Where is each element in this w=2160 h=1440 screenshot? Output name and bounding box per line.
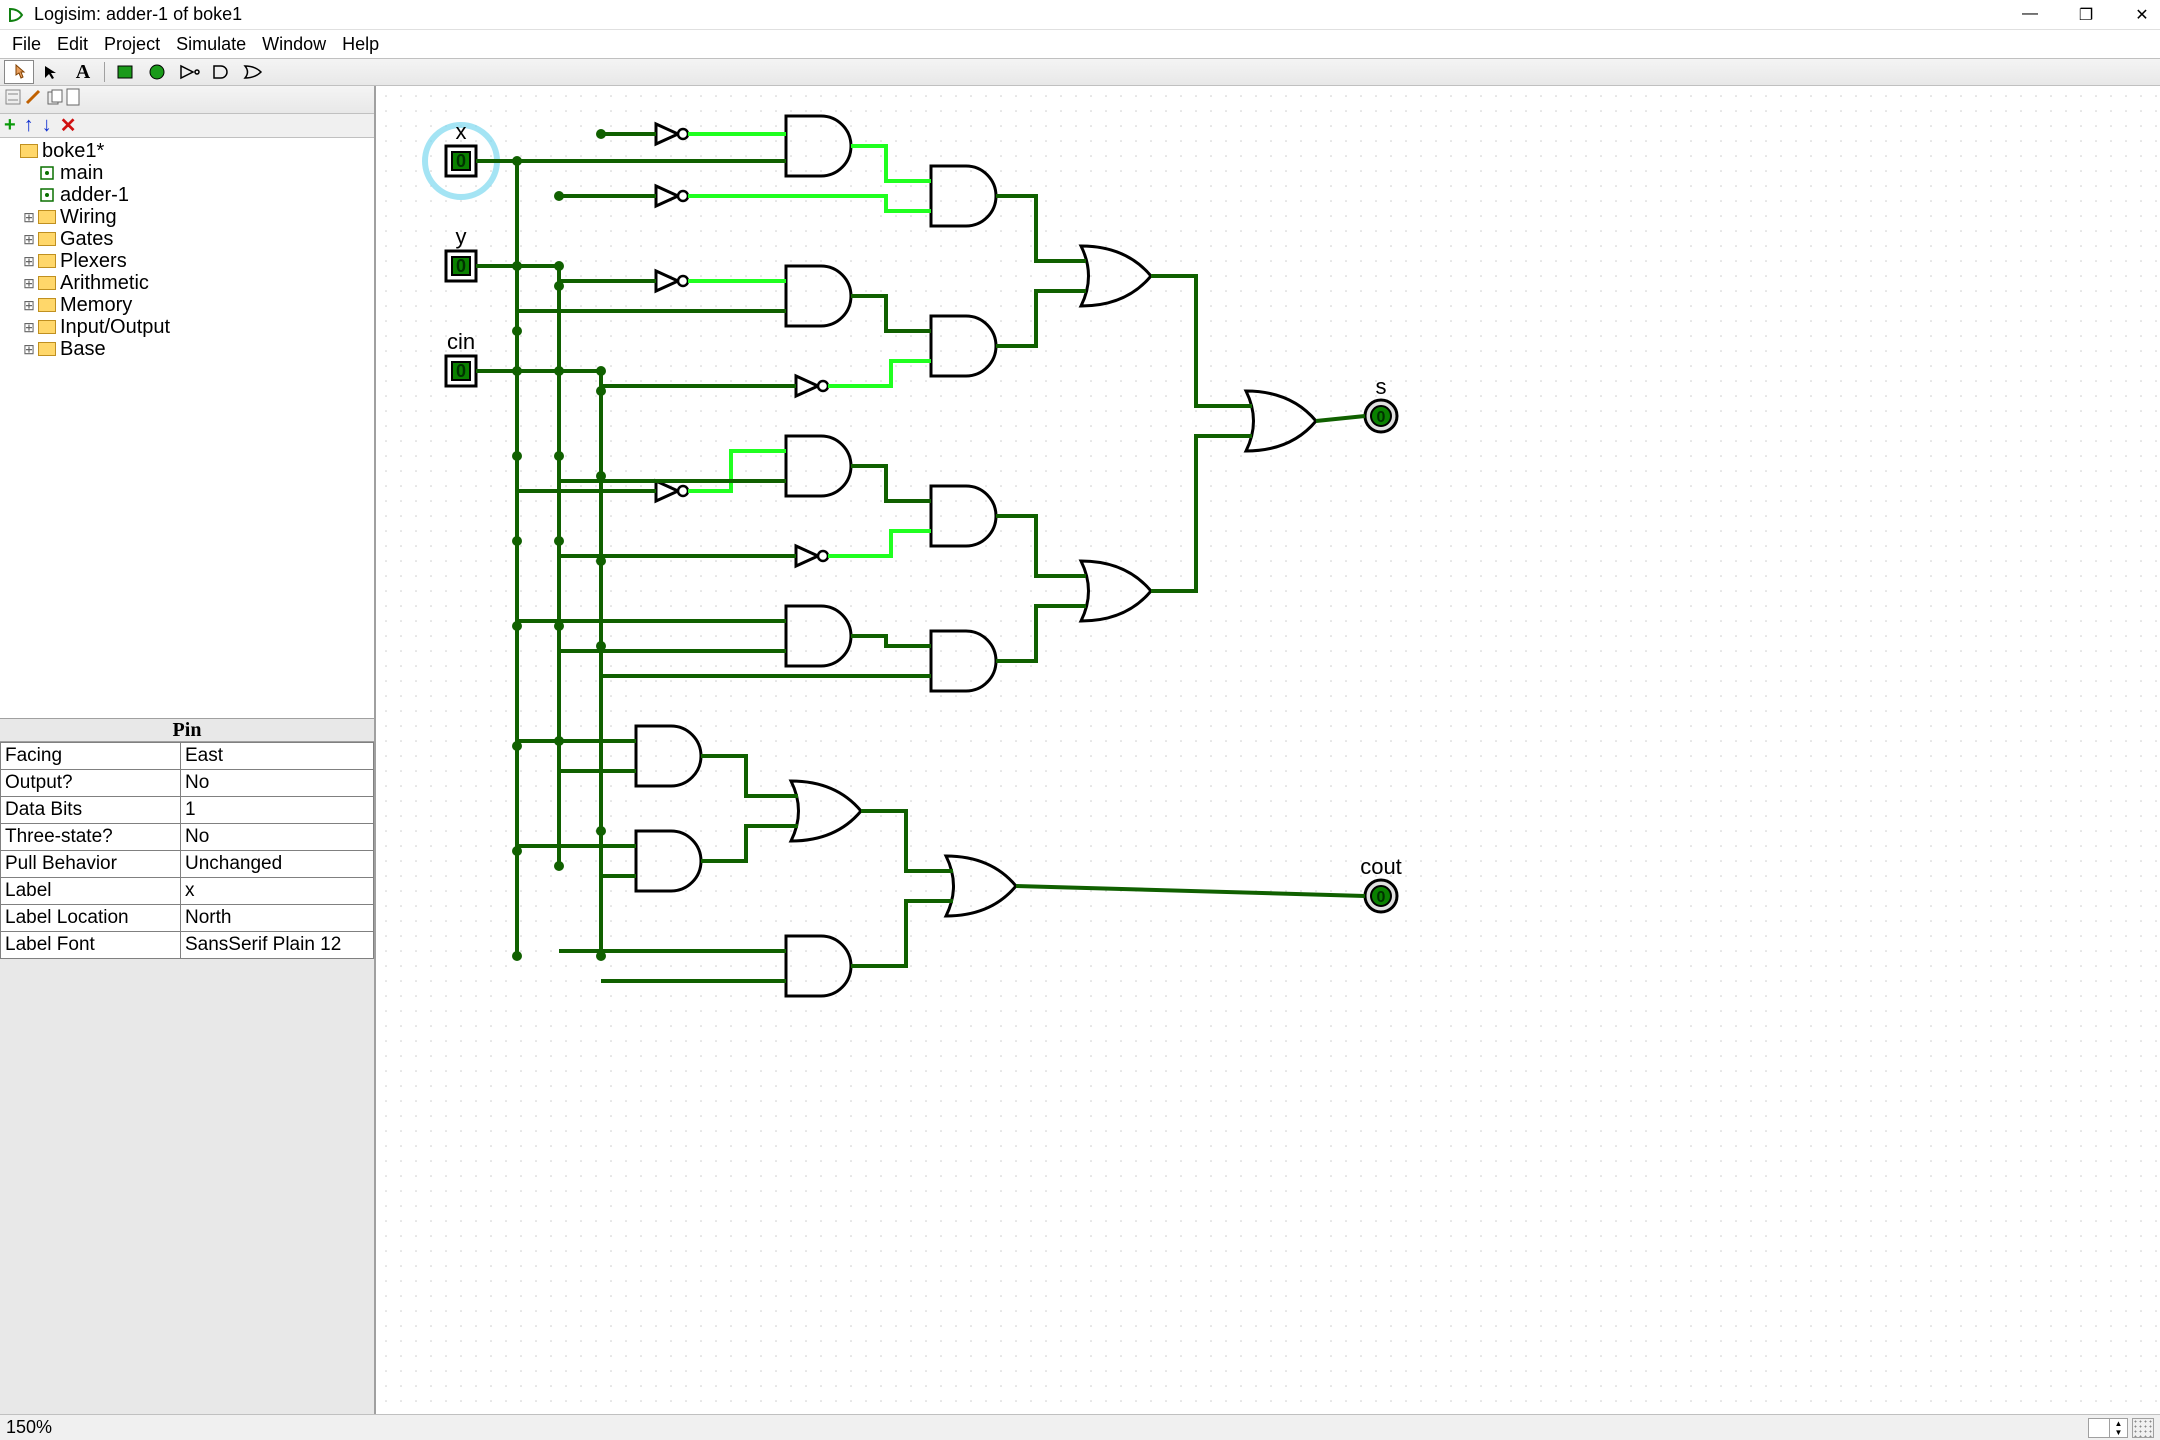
poke-tool-icon[interactable] — [4, 60, 34, 84]
property-row[interactable]: Output?No — [1, 770, 374, 797]
window-controls: — ❐ ✕ — [2020, 5, 2152, 25]
svg-text:0: 0 — [456, 256, 466, 276]
minimize-button[interactable]: — — [2020, 5, 2040, 25]
and-gate-icon[interactable] — [207, 60, 237, 84]
tree-item[interactable]: ⊞Wiring — [0, 206, 374, 228]
close-button[interactable]: ✕ — [2132, 5, 2152, 25]
zoom-spinner[interactable]: ▲▼ — [2088, 1418, 2128, 1438]
tree-item[interactable]: adder-1 — [0, 184, 374, 206]
svg-text:cout: cout — [1360, 854, 1402, 879]
svg-text:0: 0 — [1377, 889, 1386, 906]
or-gate-icon[interactable] — [239, 60, 269, 84]
svg-text:0: 0 — [1377, 409, 1386, 426]
property-row[interactable]: Data Bits1 — [1, 797, 374, 824]
property-row[interactable]: Three-state?No — [1, 824, 374, 851]
tree-root-label: boke1* — [42, 140, 104, 163]
tree-item[interactable]: main — [0, 162, 374, 184]
tree-item[interactable]: ⊞Base — [0, 338, 374, 360]
app-logo-icon — [8, 5, 28, 25]
tree-toolbar: + ↑ ↓ ✕ — [0, 114, 374, 138]
select-tool-icon[interactable] — [36, 60, 66, 84]
statusbar: 150% ▲▼ — [0, 1414, 2160, 1440]
output-pin-icon[interactable] — [143, 60, 173, 84]
menu-edit[interactable]: Edit — [51, 32, 94, 57]
layout-view-icon[interactable] — [4, 88, 22, 111]
blank-icon[interactable] — [66, 88, 80, 111]
text-tool-icon[interactable]: A — [68, 60, 98, 84]
svg-text:s: s — [1376, 374, 1387, 399]
delete-icon[interactable]: ✕ — [60, 113, 77, 138]
menu-help[interactable]: Help — [336, 32, 385, 57]
titlebar: Logisim: adder-1 of boke1 — ❐ ✕ — [0, 0, 2160, 30]
project-tree[interactable]: boke1*mainadder-1⊞Wiring⊞Gates⊞Plexers⊞A… — [0, 138, 374, 718]
toolbar-separator — [104, 62, 105, 82]
grid-pattern-icon[interactable] — [2132, 1418, 2154, 1438]
property-row[interactable]: Pull BehaviorUnchanged — [1, 851, 374, 878]
tree-item[interactable]: ⊞Memory — [0, 294, 374, 316]
menubar: File Edit Project Simulate Window Help — [0, 30, 2160, 58]
property-row[interactable]: Labelx — [1, 878, 374, 905]
svg-text:0: 0 — [456, 361, 466, 381]
zoom-label: 150% — [6, 1417, 52, 1438]
add-icon[interactable]: + — [4, 114, 16, 137]
window-title: Logisim: adder-1 of boke1 — [34, 4, 2020, 25]
menu-project[interactable]: Project — [98, 32, 166, 57]
sidebar-toolbar — [0, 86, 374, 114]
circuit-canvas[interactable]: 0 x 0 y 0 cin 0 s 0 cout — [376, 86, 2160, 1414]
input-pin-icon[interactable] — [111, 60, 141, 84]
down-icon[interactable]: ↓ — [42, 114, 52, 137]
svg-text:x: x — [456, 119, 467, 144]
menu-file[interactable]: File — [6, 32, 47, 57]
sidebar: + ↑ ↓ ✕ boke1*mainadder-1⊞Wiring⊞Gates⊞P… — [0, 86, 376, 1414]
property-row[interactable]: Label LocationNorth — [1, 905, 374, 932]
appearance-view-icon[interactable] — [24, 88, 42, 111]
menu-simulate[interactable]: Simulate — [170, 32, 252, 57]
toolbar: A — [0, 58, 2160, 86]
properties-table[interactable]: FacingEastOutput?NoData Bits1Three-state… — [0, 742, 374, 959]
tree-item[interactable]: ⊞Gates — [0, 228, 374, 250]
svg-text:cin: cin — [447, 329, 475, 354]
tree-item[interactable]: ⊞Arithmetic — [0, 272, 374, 294]
duplicate-icon[interactable] — [46, 88, 64, 111]
property-row[interactable]: Label FontSansSerif Plain 12 — [1, 932, 374, 959]
properties-title: Pin — [0, 718, 374, 742]
tree-item[interactable]: ⊞Plexers — [0, 250, 374, 272]
properties-panel: Pin FacingEastOutput?NoData Bits1Three-s… — [0, 718, 374, 1414]
not-gate-icon[interactable] — [175, 60, 205, 84]
menu-window[interactable]: Window — [256, 32, 332, 57]
tree-item[interactable]: ⊞Input/Output — [0, 316, 374, 338]
svg-text:0: 0 — [456, 151, 466, 171]
up-icon[interactable]: ↑ — [24, 114, 34, 137]
maximize-button[interactable]: ❐ — [2076, 5, 2096, 25]
svg-text:y: y — [456, 224, 467, 249]
property-row[interactable]: FacingEast — [1, 743, 374, 770]
